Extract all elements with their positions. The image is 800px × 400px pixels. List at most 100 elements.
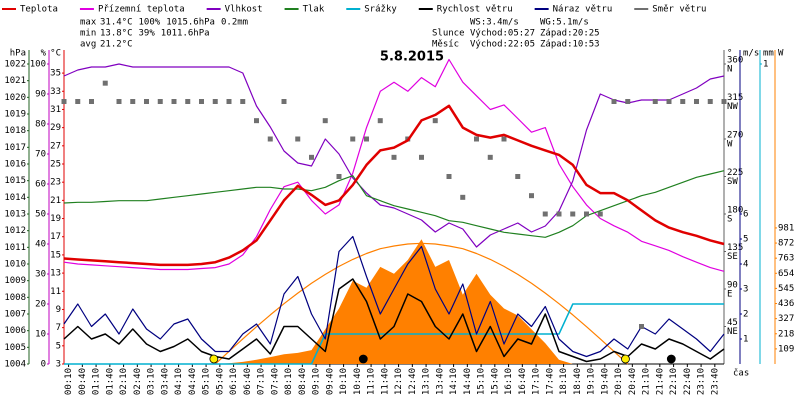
marker (130, 99, 136, 104)
stat-value: 13.8°C (100, 29, 133, 39)
tick-label: 545 (778, 284, 794, 294)
x-tick-label: 00:10 (64, 368, 74, 395)
marker (652, 99, 658, 104)
marker (446, 174, 452, 179)
tick-label: 50 (35, 210, 46, 220)
tick-label: 327 (778, 314, 794, 324)
marker (597, 211, 603, 217)
x-tick-label: 22:10 (669, 368, 679, 395)
tick-label: 100 (30, 60, 46, 70)
tick-label: 3 (56, 360, 61, 370)
axis-unit: % (41, 49, 47, 59)
marker (721, 99, 727, 104)
marker (309, 154, 314, 160)
x-tick-label: 15:10 (477, 368, 487, 395)
marker (487, 154, 493, 160)
marker (171, 99, 177, 104)
wind-stat: WS:3.4m/s (470, 18, 519, 28)
x-tick-label: 05:10 (202, 368, 212, 395)
tick-label: 1012 (4, 226, 26, 236)
tick-label: SW (727, 177, 738, 187)
marker (185, 99, 191, 104)
tick-label: 981 (778, 223, 794, 233)
x-tick-label: 06:40 (243, 368, 253, 395)
legend-label: Vlhkost (225, 5, 263, 15)
stat-value: 21.2°C (100, 40, 133, 50)
tick-label: 1016 (4, 160, 26, 170)
tick-label: 1018 (4, 126, 26, 136)
legend-label: Směr větru (652, 5, 706, 15)
sun-set-marker (621, 354, 630, 364)
x-tick-label: 22:40 (683, 368, 693, 395)
x-tick-label: 00:40 (78, 368, 88, 395)
tick-label: 360 (727, 56, 743, 66)
tick-label: 25 (50, 160, 61, 170)
marker (350, 136, 356, 142)
stat-label: max (80, 18, 97, 28)
tick-label: 1015 (4, 176, 26, 186)
marker (116, 99, 122, 104)
tick-label: 1019 (4, 110, 26, 120)
x-tick-label: 06:10 (229, 368, 239, 395)
tick-label: 21 (50, 196, 61, 206)
stat-label: avg (80, 40, 96, 50)
x-tick-label: 19:10 (587, 368, 597, 395)
tick-label: 40 (35, 240, 46, 250)
tick-label: 1008 (4, 293, 26, 303)
marker (212, 99, 218, 104)
x-tick-label: 17:40 (545, 368, 555, 395)
x-tick-label: 18:40 (573, 368, 583, 395)
marker (281, 99, 287, 104)
sun-rise-marker (209, 354, 219, 364)
moon-label: Měsíc (432, 40, 459, 50)
x-tick-label: 07:40 (270, 368, 280, 395)
marker (419, 154, 424, 160)
x-tick-label: 07:10 (257, 368, 267, 395)
tick-label: 7 (56, 323, 61, 333)
marker (377, 118, 383, 124)
axis-unit: m/s (743, 49, 759, 59)
x-tick-label: 12:10 (394, 368, 404, 395)
marker (666, 99, 672, 104)
marker (680, 99, 686, 104)
marker (61, 99, 67, 104)
stat-value: 100% (139, 18, 161, 28)
tick-label: E (727, 290, 732, 300)
x-tick-label: 03:10 (147, 368, 157, 395)
x-tick-label: 05:40 (215, 368, 225, 395)
marker (199, 99, 204, 104)
sun-label: Slunce (432, 29, 465, 39)
axis-unit: mm (763, 49, 774, 59)
tick-label: 654 (778, 269, 794, 279)
tick-label: 1017 (4, 143, 26, 153)
marker (694, 99, 699, 104)
tick-label: 1013 (4, 210, 26, 220)
x-tick-label: 15:40 (490, 368, 500, 395)
x-tick-label: 21:10 (642, 368, 652, 395)
stat-value: 39% (139, 29, 156, 39)
tick-label: 90 (35, 90, 46, 100)
x-tick-label: 13:40 (435, 368, 445, 395)
x-tick-label: 13:10 (422, 368, 432, 395)
tick-label: 315 (727, 93, 743, 103)
axis-unit: hPa (10, 49, 26, 59)
legend-label: Tlak (303, 5, 325, 15)
tick-label: NW (727, 102, 738, 112)
tick-label: 1021 (4, 76, 26, 86)
tick-label: 11 (50, 287, 61, 297)
x-tick-label: 08:10 (284, 368, 294, 395)
marker (529, 193, 534, 199)
tick-label: 1005 (4, 343, 26, 353)
tick-label: 23 (50, 178, 61, 188)
x-tick-label: 03:40 (160, 368, 170, 395)
x-tick-label: 04:10 (174, 368, 184, 395)
marker (707, 99, 713, 104)
tick-label: 1009 (4, 276, 26, 286)
x-tick-label: 14:10 (449, 368, 459, 395)
tick-label: 1007 (4, 310, 26, 320)
x-tick-label: 02:40 (133, 368, 143, 395)
legend-label: Srážky (364, 5, 397, 15)
tick-label: 135 (727, 243, 743, 253)
x-tick-label: 12:40 (408, 368, 418, 395)
legend-label: Rychlost větru (437, 5, 513, 15)
